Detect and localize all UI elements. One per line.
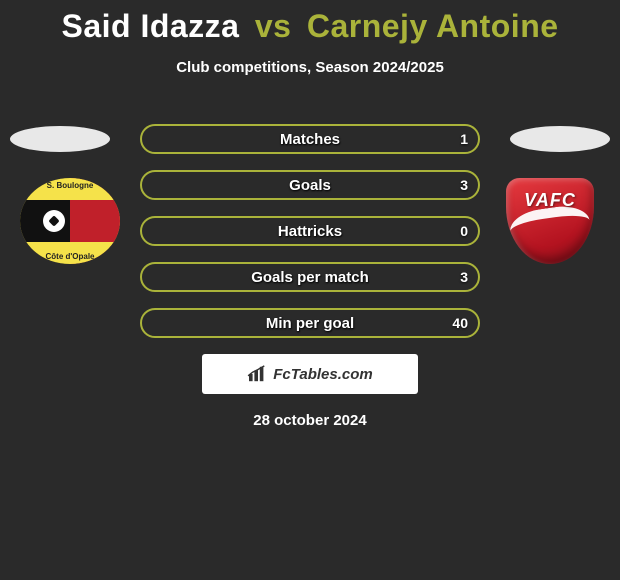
stat-row-matches: Matches 1 [140, 124, 480, 154]
player2-name: Carnejy Antoine [307, 8, 559, 44]
stat-value-right: 3 [460, 172, 468, 198]
stat-row-min-per-goal: Min per goal 40 [140, 308, 480, 338]
stat-row-goals-per-match: Goals per match 3 [140, 262, 480, 292]
stat-label: Goals [142, 172, 478, 198]
stat-label: Min per goal [142, 310, 478, 336]
stat-label: Matches [142, 126, 478, 152]
stat-value-right: 1 [460, 126, 468, 152]
crest-text: VAFC [500, 190, 600, 211]
boulogne-crest: S. Boulogne Côte d'Opale [20, 178, 120, 264]
comparison-title: Said Idazza vs Carnejy Antoine [0, 0, 620, 45]
player2-photo-placeholder [510, 126, 610, 152]
player1-club-badge: S. Boulogne Côte d'Opale [20, 178, 120, 264]
stat-row-goals: Goals 3 [140, 170, 480, 200]
stat-label: Goals per match [142, 264, 478, 290]
vs-label: vs [255, 8, 292, 44]
bar-chart-icon [247, 365, 269, 383]
crest-text-bottom: Côte d'Opale [20, 252, 120, 261]
attribution-text: FcTables.com [273, 366, 372, 383]
player2-club-badge: VAFC [500, 178, 600, 264]
stat-row-hattricks: Hattricks 0 [140, 216, 480, 246]
attribution-badge: FcTables.com [202, 354, 418, 394]
stat-value-right: 3 [460, 264, 468, 290]
subtitle: Club competitions, Season 2024/2025 [0, 59, 620, 76]
player1-photo-placeholder [10, 126, 110, 152]
vafc-crest: VAFC [500, 178, 600, 264]
date-label: 28 october 2024 [0, 412, 620, 429]
stat-value-right: 40 [452, 310, 468, 336]
stat-label: Hattricks [142, 218, 478, 244]
stats-bars: Matches 1 Goals 3 Hattricks 0 Goals per … [140, 124, 480, 354]
player1-name: Said Idazza [61, 8, 239, 44]
stat-value-right: 0 [460, 218, 468, 244]
crest-text-top: S. Boulogne [20, 181, 120, 190]
